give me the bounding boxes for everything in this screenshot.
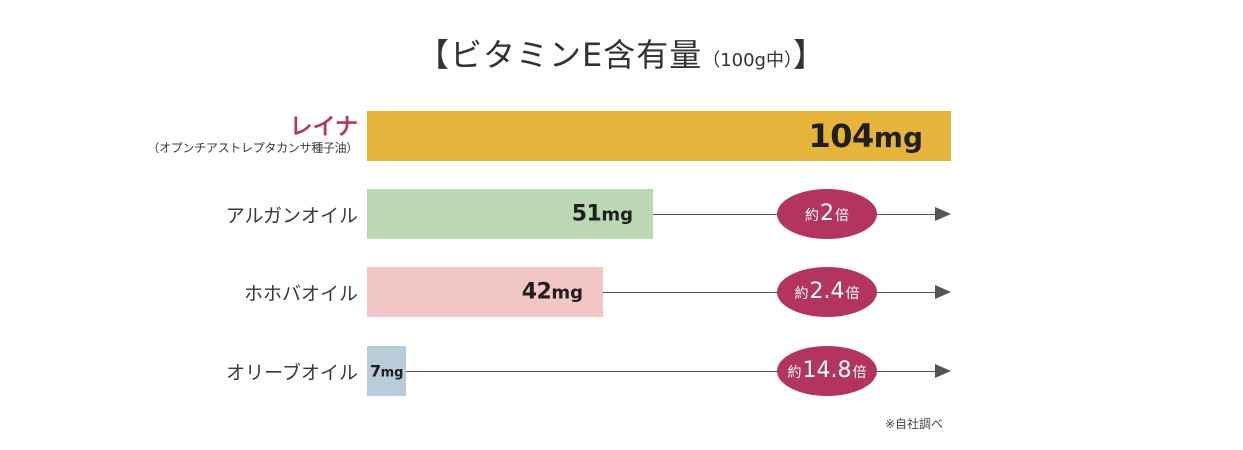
ratio-prefix: 約 [787,365,802,381]
bar-value-unit: mg [601,204,633,226]
ratio-value: 14.8 [802,358,852,383]
category-label-text: オリーブオイル [226,362,358,384]
bar [367,267,603,317]
bar [367,346,406,396]
category-label-text: ホホバオイル [243,283,358,305]
category-label: アルガンオイル [226,201,358,228]
bar [367,111,951,161]
ratio-arrow-line [603,292,935,293]
footnote: ※自社調べ [884,417,943,431]
chart-title: 【ビタミンE含有量（100g中）】 [0,30,1243,76]
bar-value-number: 42 [521,279,552,305]
bar-value-number: 104 [808,117,874,155]
bar-value-unit: mg [380,365,404,381]
bar-value-label: 7mg [370,362,404,381]
bar-value-label: 51mg [572,202,633,227]
ratio-badge: 約 2.4 倍 [777,267,877,317]
category-label-text: アルガンオイル [225,205,358,227]
arrow-head-icon [935,285,951,299]
ratio-suffix: 倍 [845,286,860,302]
ratio-value: 2.4 [809,279,845,304]
bar-value-label: 104mg [808,117,923,155]
arrow-head-icon [935,207,951,221]
bar-value-number: 7 [370,361,381,381]
ratio-prefix: 約 [794,286,809,302]
category-label: レイナ （オプンチアストレプタカンサ種子油） [147,114,358,156]
ratio-suffix: 倍 [835,208,849,224]
arrow-head-icon [935,364,951,378]
bar-value-unit: mg [873,121,923,154]
bar-value-unit: mg [551,282,583,304]
bar-value-label: 42mg [522,280,583,305]
ratio-prefix: 約 [805,208,819,224]
category-label: オリーブオイル [226,358,358,385]
chart-title-sub: （100g中） [702,50,793,71]
ratio-value: 2 [820,201,834,226]
bar-value-number: 51 [571,201,602,227]
category-label-main: レイナ [289,114,358,140]
ratio-badge: 約 14.8 倍 [777,346,877,396]
chart-title-end: 】 [793,36,827,74]
ratio-suffix: 倍 [852,365,867,381]
ratio-arrow-line [406,371,935,372]
bar [367,189,653,239]
category-sub-label: （オプンチアストレプタカンサ種子油） [147,141,358,155]
chart-title-main: 【ビタミンE含有量 [416,36,703,74]
category-label: ホホバオイル [244,279,358,306]
